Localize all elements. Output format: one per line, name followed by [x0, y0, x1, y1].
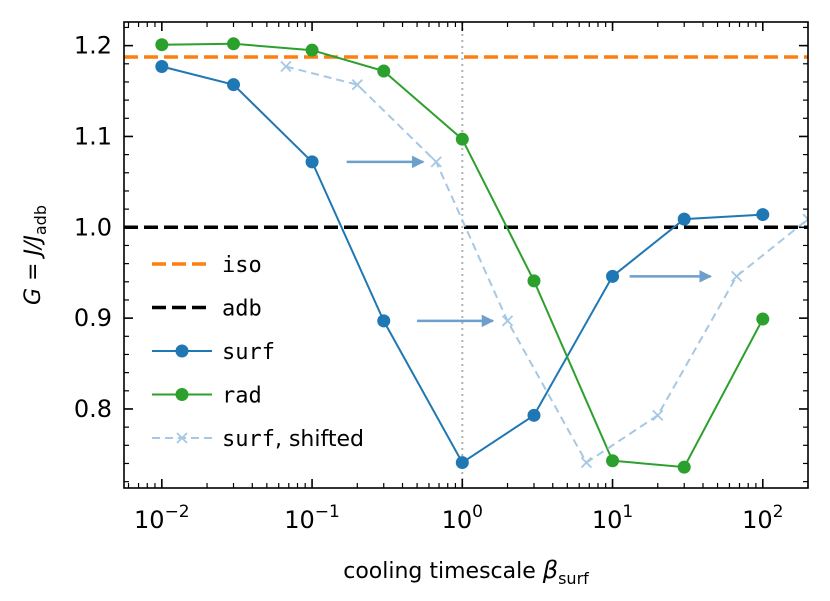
- y-tick-label: 1.0: [74, 213, 112, 241]
- point-rad: [305, 43, 319, 57]
- point-surf: [527, 408, 541, 422]
- legend: iso adb surf rad surf, shifted: [152, 253, 364, 452]
- point-surf-shifted: [280, 60, 292, 73]
- legend-entry: iso: [152, 253, 262, 278]
- point-rad: [455, 132, 469, 146]
- point-surf: [377, 314, 391, 328]
- point-rad: [677, 460, 691, 474]
- legend-label: adb: [222, 297, 262, 322]
- legend-label: surf: [222, 340, 275, 365]
- point-rad: [756, 312, 770, 326]
- y-tick-label: 0.9: [74, 304, 112, 332]
- y-axis-label: G = J/Jadb: [21, 205, 50, 305]
- point-surf-shifted: [430, 156, 442, 168]
- legend-entry: adb: [152, 297, 262, 322]
- legend-swatch-marker: [176, 432, 188, 444]
- point-surf-shifted: [652, 409, 664, 421]
- legend-entry: surf: [152, 340, 275, 365]
- legend-entry: surf, shifted: [152, 427, 364, 452]
- y-tick-label: 0.8: [74, 395, 112, 423]
- x-tick-label: 10−1: [284, 502, 340, 534]
- series-line-surf-shifted: [285, 65, 808, 465]
- point-surf: [305, 155, 319, 169]
- x-tick-label: 100: [442, 502, 483, 534]
- point-rad: [606, 454, 620, 468]
- point-surf: [155, 60, 169, 74]
- axes-frame: [123, 21, 809, 489]
- point-surf-shifted: [580, 456, 593, 469]
- point-surf: [606, 269, 620, 283]
- legend-label: iso: [222, 253, 262, 278]
- x-axis-label: cooling timescale βsurf: [343, 556, 589, 588]
- x-tick-label: 101: [592, 502, 633, 534]
- point-rad: [227, 37, 241, 51]
- point-rad: [377, 64, 391, 78]
- point-surf: [756, 208, 770, 222]
- point-surf: [227, 78, 241, 92]
- point-surf-shifted: [802, 213, 808, 225]
- x-tick-label: 10−2: [134, 502, 190, 534]
- point-rad: [155, 38, 169, 52]
- legend-label: rad: [222, 384, 262, 409]
- point-surf-shifted: [501, 315, 514, 327]
- legend-entry: rad: [152, 384, 262, 409]
- point-surf-shifted: [731, 270, 743, 282]
- legend-swatch-marker: [175, 388, 189, 401]
- y-tick-label: 1.2: [74, 32, 112, 60]
- point-surf: [677, 212, 691, 226]
- plot-content: [124, 22, 808, 488]
- point-surf: [455, 456, 469, 470]
- y-tick-label: 1.1: [74, 122, 112, 150]
- point-surf-shifted: [351, 79, 363, 91]
- x-tick-label: 102: [742, 502, 783, 534]
- point-rad: [527, 274, 541, 288]
- legend-label: surf, shifted: [222, 427, 364, 452]
- axes: 0.8 0.9 1.0 1.1 1.2 10−2 10−1 100 101 102: [74, 21, 809, 534]
- legend-swatch-marker: [175, 344, 189, 358]
- plot-area: [124, 22, 808, 488]
